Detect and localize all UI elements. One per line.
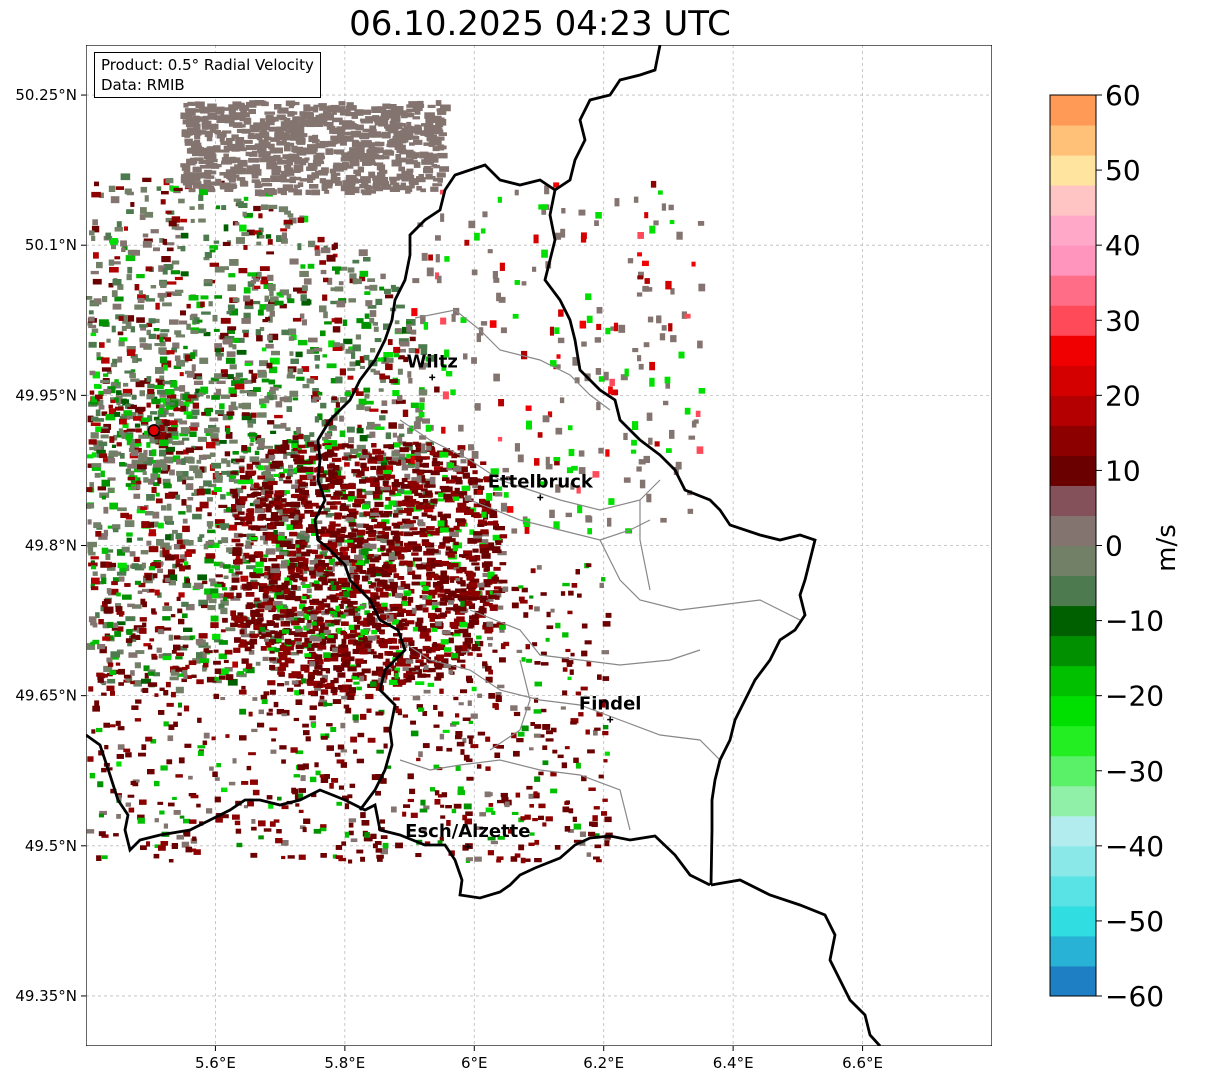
colorbar-segment-19	[1050, 395, 1096, 426]
colorbar-segment-26	[1050, 185, 1096, 216]
lat-tick-label: 49.65°N	[15, 687, 77, 705]
lat-tick-label: 49.95°N	[15, 386, 77, 404]
colorbar-segment-27	[1050, 155, 1096, 186]
colorbar-tick-label: −20	[1105, 680, 1164, 713]
velocity-echoes	[86, 100, 706, 864]
borders	[86, 45, 992, 1046]
colorbar-segment-6	[1050, 785, 1096, 817]
radar-site	[147, 424, 161, 437]
colorbar-tick-label: 60	[1105, 79, 1141, 112]
lat-tick-label: 50.1°N	[25, 236, 77, 254]
canton-boundaries	[399, 309, 801, 831]
lon-tick-label: 5.6°E	[195, 1054, 236, 1072]
colorbar-segment-23	[1050, 275, 1096, 306]
colorbar-tick-label: −50	[1105, 905, 1164, 938]
colorbar-tick-label: 30	[1105, 304, 1141, 337]
colorbar-segment-20	[1050, 365, 1096, 396]
city-label: Wiltz	[407, 351, 458, 372]
product-label: Product: 0.5° Radial Velocity	[101, 56, 314, 74]
colorbar-tick-label: −30	[1105, 755, 1164, 788]
lon-tick-label: 6°E	[461, 1054, 488, 1072]
country-border-be-lu	[86, 733, 711, 900]
country-border-lu-fr-de	[710, 878, 882, 1046]
colorbar-segment-7	[1050, 755, 1096, 787]
colorbar-segment-14	[1050, 545, 1096, 577]
lon-tick-label: 6.6°E	[842, 1054, 883, 1072]
lon-tick-label: 6.2°E	[583, 1054, 624, 1072]
colorbar-tick-label: 0	[1105, 530, 1123, 563]
city-label: Ettelbruck	[488, 471, 594, 492]
colorbar-segment-3	[1050, 875, 1096, 907]
city-marker-2	[607, 716, 614, 723]
product-info-box: Product: 0.5° Radial Velocity Data: RMIB	[94, 52, 321, 98]
country-border-lu-de	[543, 45, 817, 886]
colorbar-segment-17	[1050, 455, 1096, 486]
colorbar-segment-10	[1050, 665, 1096, 697]
colorbar-tick-label: −40	[1105, 830, 1164, 863]
country-border-be-lu-west	[313, 163, 556, 811]
colorbar-segment-18	[1050, 425, 1096, 456]
colorbar-segment-1	[1050, 935, 1096, 967]
colorbar-tick-label: −60	[1105, 980, 1164, 1013]
colorbar-segment-11	[1050, 635, 1096, 667]
axis-labels: 5.6°E 5.8°E 6°E 6.2°E 6.4°E 6.6°E 49.35°N 49.5°…	[15, 86, 883, 1072]
colorbar-segment-22	[1050, 305, 1096, 336]
city-label: Esch/Alzette	[405, 821, 530, 842]
grid-lines	[86, 45, 992, 1046]
map-title: 06.10.2025 04:23 UTC	[349, 4, 731, 44]
colorbar-segment-29	[1050, 95, 1096, 126]
lat-tick-label: 49.8°N	[25, 537, 77, 555]
colorbar-segment-21	[1050, 335, 1096, 366]
colorbar-segment-24	[1050, 245, 1096, 276]
lat-tick-label: 49.35°N	[15, 987, 77, 1005]
colorbar-segment-28	[1050, 125, 1096, 156]
radar-site-marker	[147, 424, 161, 437]
colorbar-segment-16	[1050, 485, 1096, 516]
lat-tick-label: 50.25°N	[15, 86, 77, 104]
city-markers: Wiltz Ettelbruck Findel Esch/Alzette	[405, 351, 642, 850]
colorbar-segment-4	[1050, 845, 1096, 877]
colorbar-tick-label: 50	[1105, 154, 1141, 187]
colorbar-segment-8	[1050, 725, 1096, 757]
colorbar-segment-0	[1050, 965, 1096, 997]
lon-tick-label: 6.4°E	[713, 1054, 754, 1072]
lat-tick-label: 49.5°N	[25, 837, 77, 855]
colorbar-tick-label: 20	[1105, 379, 1141, 412]
data-source-label: Data: RMIB	[101, 76, 185, 94]
colorbar-segment-9	[1050, 695, 1096, 727]
colorbar-unit-label: m/s	[1152, 524, 1182, 572]
city-marker-0	[429, 374, 436, 381]
colorbar-tick-label: 10	[1105, 454, 1141, 487]
colorbar: 60 50 40 30 20 10 0 −10 −20 −30 −40 −50 −60	[1049, 79, 1164, 1013]
city-label: Findel	[579, 694, 642, 715]
colorbar-tick-label: −10	[1105, 605, 1164, 638]
colorbar-segment-25	[1050, 215, 1096, 246]
colorbar-segment-2	[1050, 905, 1096, 937]
colorbar-segment-12	[1050, 605, 1096, 637]
city-marker-1	[537, 494, 544, 501]
colorbar-segment-13	[1050, 575, 1096, 607]
colorbar-segment-15	[1050, 515, 1096, 546]
colorbar-segment-5	[1050, 815, 1096, 847]
lon-tick-label: 5.8°E	[324, 1054, 365, 1072]
city-marker-3	[464, 843, 471, 850]
colorbar-tick-label: 40	[1105, 229, 1141, 262]
